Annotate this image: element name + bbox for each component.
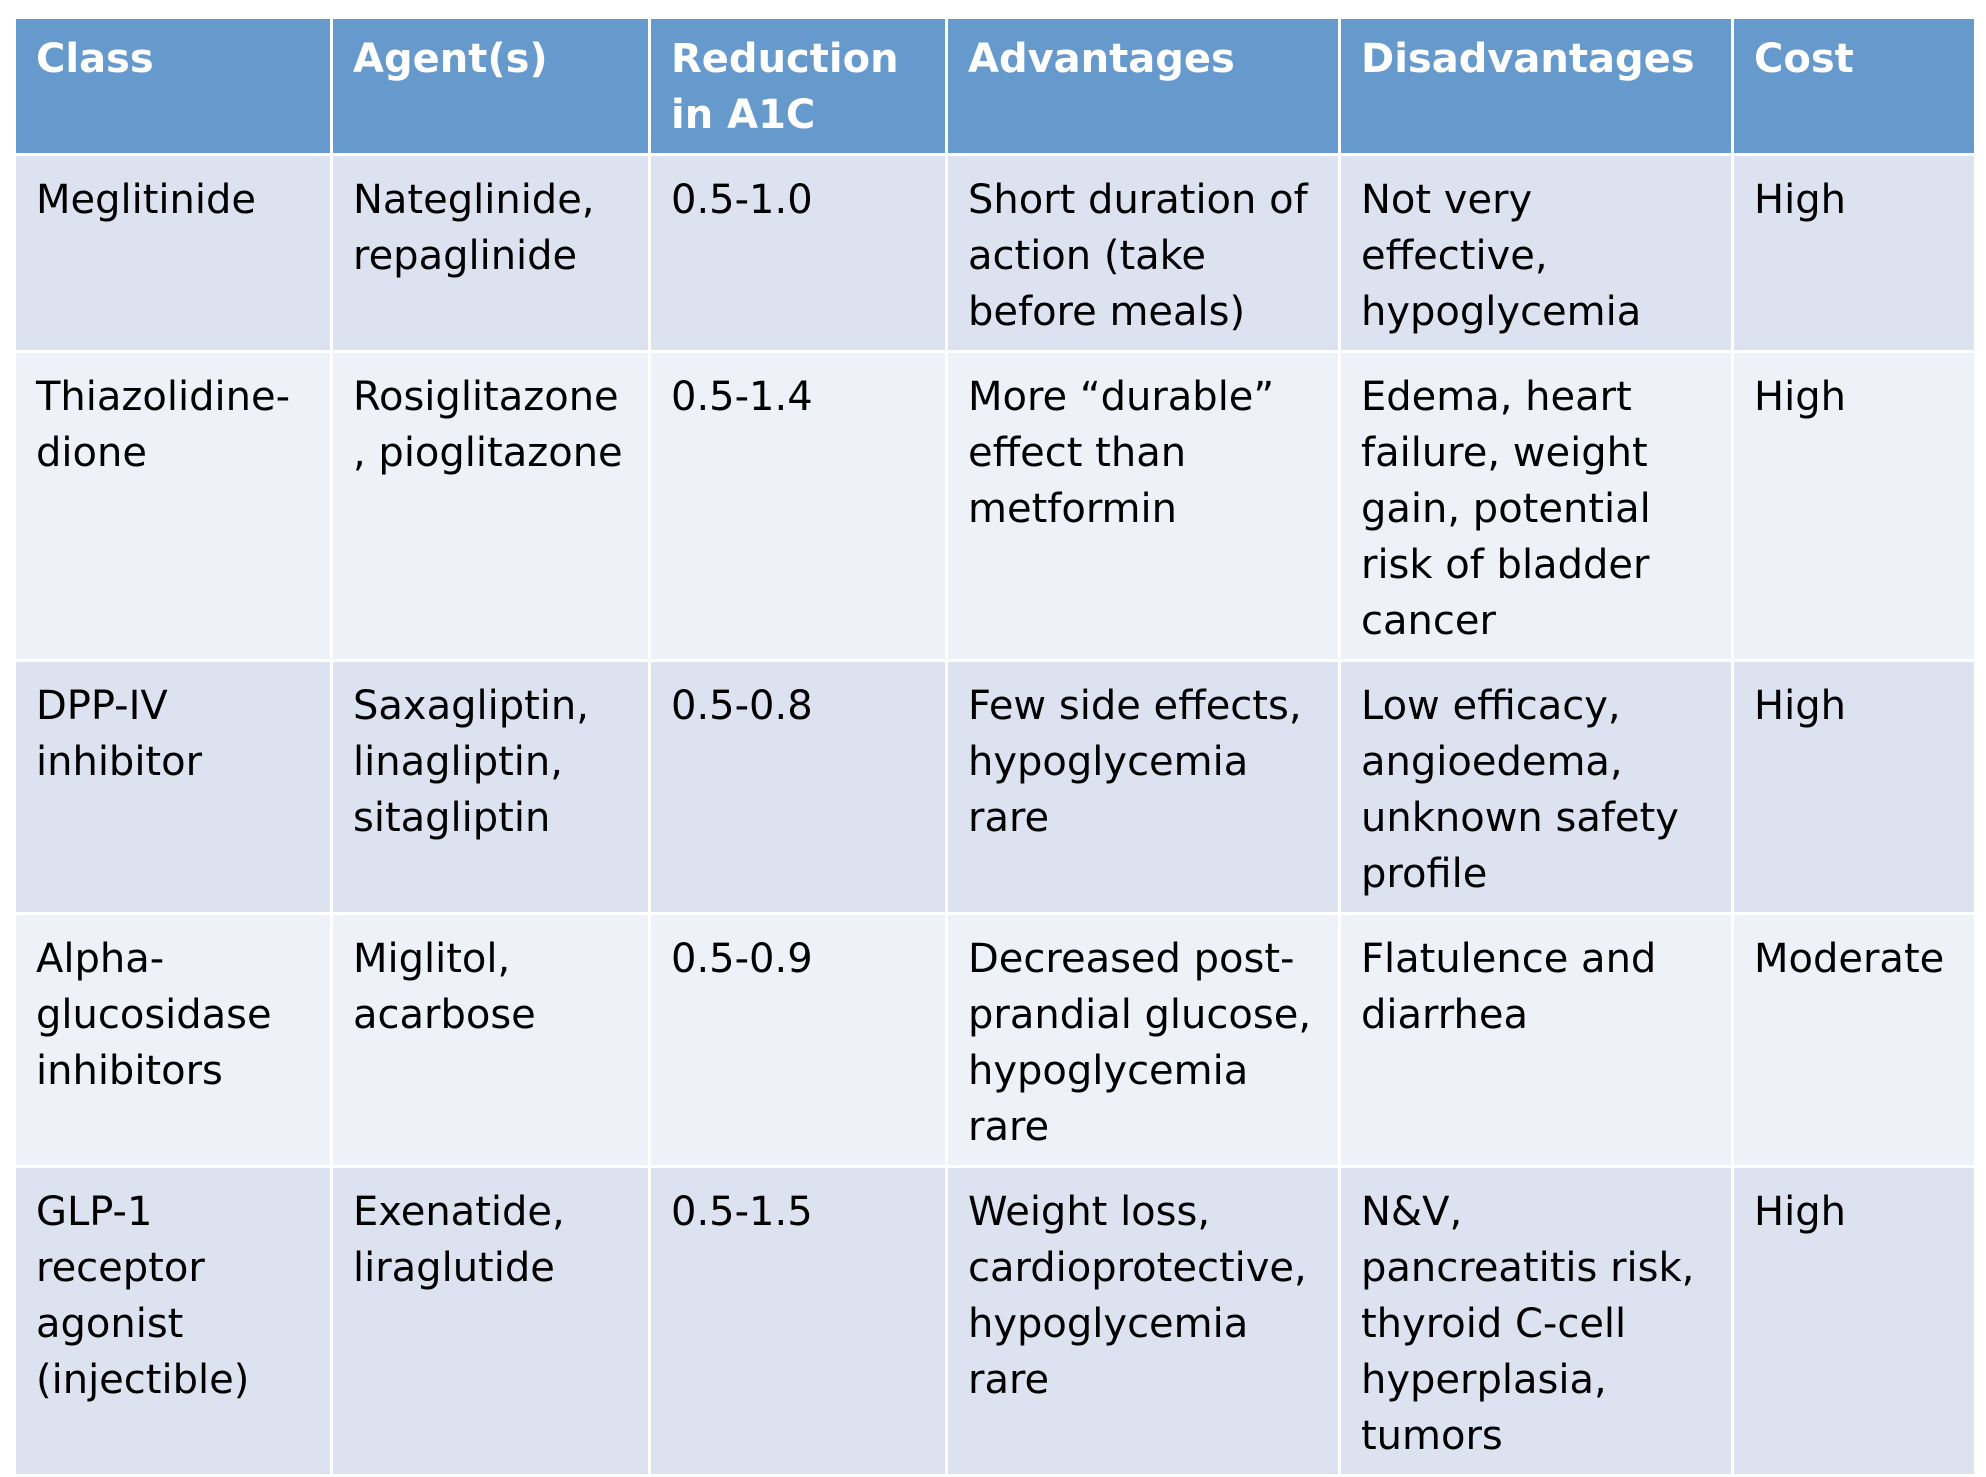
cell-class: Thiazolidine-dione: [13, 350, 333, 662]
cell-advantages: Weight loss, cardioprotective, hypoglyce…: [945, 1165, 1341, 1477]
cell-cost: High: [1731, 153, 1977, 353]
cell-disadvantages: Not very effective, hypoglycemia: [1338, 153, 1734, 353]
cell-agents: Saxagliptin, linagliptin, sitagliptin: [330, 659, 651, 915]
cell-reduction: 0.5-1.5: [648, 1165, 948, 1477]
cell-reduction: 0.5-0.8: [648, 659, 948, 915]
cell-disadvantages: Edema, heart failure, weight gain, poten…: [1338, 350, 1734, 662]
header-advantages: Advantages: [945, 16, 1341, 156]
cell-agents: Rosiglitazone, pioglitazone: [330, 350, 651, 662]
table-body: Meglitinide Nateglinide, repaglinide 0.5…: [13, 153, 1977, 1477]
header-row: Class Agent(s) Reduction in A1C Advantag…: [13, 16, 1977, 156]
cell-agents: Nateglinide, repaglinide: [330, 153, 651, 353]
cell-class: Alpha-glucosidase inhibitors: [13, 912, 333, 1168]
diabetes-drug-table: Class Agent(s) Reduction in A1C Advantag…: [13, 16, 1977, 1477]
cell-class: Meglitinide: [13, 153, 333, 353]
table-header: Class Agent(s) Reduction in A1C Advantag…: [13, 16, 1977, 156]
header-class: Class: [13, 16, 333, 156]
cell-reduction: 0.5-1.4: [648, 350, 948, 662]
cell-advantages: Few side effects, hypoglycemia rare: [945, 659, 1341, 915]
cell-cost: High: [1731, 350, 1977, 662]
cell-class: DPP-IV inhibitor: [13, 659, 333, 915]
table-row: Alpha-glucosidase inhibitors Miglitol, a…: [13, 912, 1977, 1168]
cell-class: GLP-1 receptor agonist (injectible): [13, 1165, 333, 1477]
cell-cost: High: [1731, 1165, 1977, 1477]
cell-agents: Exenatide, liraglutide: [330, 1165, 651, 1477]
cell-reduction: 0.5-0.9: [648, 912, 948, 1168]
header-cost: Cost: [1731, 16, 1977, 156]
table-row: Thiazolidine-dione Rosiglitazone, piogli…: [13, 350, 1977, 662]
table-row: DPP-IV inhibitor Saxagliptin, linaglipti…: [13, 659, 1977, 915]
header-agents: Agent(s): [330, 16, 651, 156]
cell-disadvantages: Low efficacy, angioedema, unknown safety…: [1338, 659, 1734, 915]
cell-agents: Miglitol, acarbose: [330, 912, 651, 1168]
cell-disadvantages: N&V, pancreatitis risk, thyroid C-cell h…: [1338, 1165, 1734, 1477]
cell-advantages: More “durable” effect than metformin: [945, 350, 1341, 662]
header-disadvantages: Disadvantages: [1338, 16, 1734, 156]
cell-cost: Moderate: [1731, 912, 1977, 1168]
cell-reduction: 0.5-1.0: [648, 153, 948, 353]
cell-cost: High: [1731, 659, 1977, 915]
header-reduction-a1c: Reduction in A1C: [648, 16, 948, 156]
diabetes-drug-table-container: Class Agent(s) Reduction in A1C Advantag…: [13, 16, 1977, 1477]
table-row: GLP-1 receptor agonist (injectible) Exen…: [13, 1165, 1977, 1477]
cell-advantages: Short duration of action (take before me…: [945, 153, 1341, 353]
cell-advantages: Decreased post-prandial glucose, hypogly…: [945, 912, 1341, 1168]
table-row: Meglitinide Nateglinide, repaglinide 0.5…: [13, 153, 1977, 353]
cell-disadvantages: Flatulence and diarrhea: [1338, 912, 1734, 1168]
